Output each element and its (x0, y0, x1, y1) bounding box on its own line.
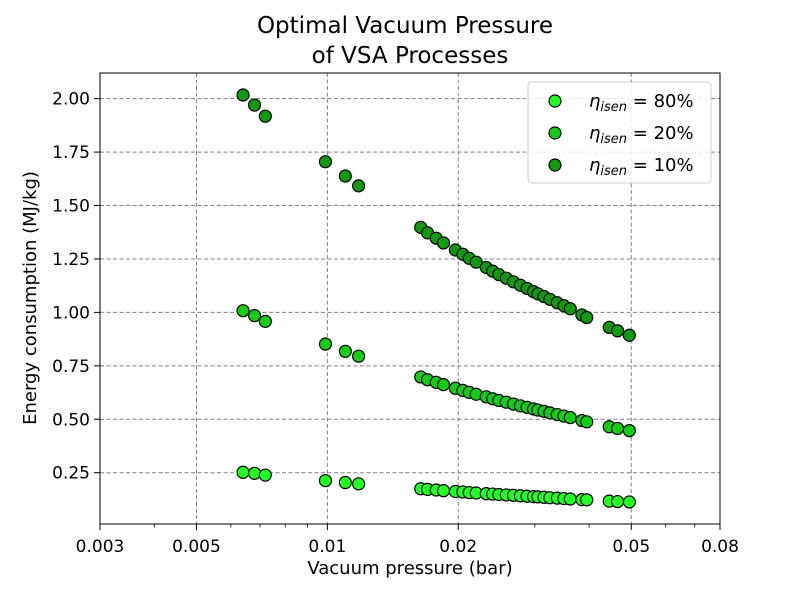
data-point (236, 465, 250, 479)
data-point (258, 314, 272, 328)
data-point (258, 109, 272, 123)
data-point (318, 474, 333, 488)
data-point (563, 492, 577, 506)
legend-label: ηisen = 10% (589, 155, 694, 179)
legend: ηisen = 80% ηisen = 20% ηisen = 10% (527, 81, 712, 184)
data-point (318, 155, 333, 169)
data-point (580, 415, 594, 429)
y-tick-label: 1.75 (52, 143, 90, 163)
plot-area-frame (99, 72, 721, 525)
data-point (436, 484, 451, 498)
data-point (622, 423, 636, 438)
data-point (236, 88, 250, 102)
y-axis-label: Energy consumption (MJ/kg) (20, 171, 41, 425)
legend-marker (548, 126, 562, 140)
y-tick-label: 0.75 (52, 357, 90, 377)
data-point (436, 378, 451, 392)
data-point (436, 236, 451, 250)
y-tick-label: 1.00 (52, 303, 90, 323)
legend-label: ηisen = 80% (589, 91, 694, 115)
data-point (580, 493, 594, 507)
data-point (351, 349, 366, 363)
data-point (338, 344, 352, 358)
data-point (318, 337, 333, 351)
data-point (258, 468, 272, 482)
data-point (563, 410, 577, 425)
data-point (610, 494, 625, 509)
x-tick-label: 0.02 (439, 537, 477, 557)
data-point (610, 324, 625, 338)
data-point (563, 302, 577, 316)
data-point (236, 304, 250, 318)
legend-marker (548, 94, 562, 108)
legend-box (527, 81, 712, 184)
chart-title-line-1: Optimal Vacuum Pressure (257, 13, 553, 39)
y-tick-label: 0.25 (52, 464, 90, 484)
x-tick-label: 0.08 (701, 537, 739, 557)
data-point (247, 98, 262, 112)
data-point (622, 495, 636, 509)
x-tick-label: 0.005 (172, 537, 221, 557)
x-tick-label: 0.01 (308, 537, 346, 557)
series-3-points (236, 88, 636, 342)
series-2-points (236, 304, 636, 438)
y-tick-label: 2.00 (52, 90, 90, 110)
legend-label: ηisen = 20% (589, 123, 694, 147)
data-points (236, 88, 636, 509)
data-point (622, 328, 636, 342)
x-tick-label: 0.003 (76, 537, 125, 557)
data-point (351, 179, 366, 193)
data-point (247, 308, 262, 323)
x-axis-label: Vacuum pressure (bar) (307, 558, 512, 579)
series-1-points (236, 465, 636, 509)
data-point (351, 477, 366, 491)
legend-marker (548, 158, 562, 172)
y-tick-label: 1.50 (52, 197, 90, 217)
data-point (469, 255, 483, 269)
data-point (580, 310, 594, 325)
chart-title-line-2: of VSA Processes (312, 43, 509, 69)
data-point (247, 466, 262, 480)
data-point (338, 169, 352, 183)
axis-ticks: 0.003 0.005 0.01 0.02 0.05 0.08 0.25 0.50 0.75 1.… (52, 90, 739, 557)
data-point (338, 475, 352, 490)
y-tick-label: 0.50 (52, 410, 90, 430)
y-tick-label: 1.25 (52, 250, 90, 270)
x-tick-label: 0.05 (612, 537, 650, 557)
data-point (610, 421, 625, 436)
